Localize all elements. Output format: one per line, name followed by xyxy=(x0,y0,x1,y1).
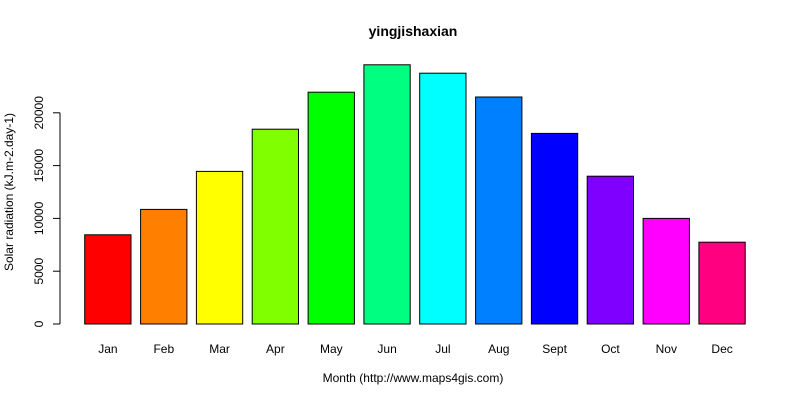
y-tick-label: 15000 xyxy=(32,149,46,183)
y-tick-label: 5000 xyxy=(32,258,46,285)
bar-aug xyxy=(475,96,523,325)
bar-jun xyxy=(363,64,411,325)
y-tick-label: 10000 xyxy=(32,201,46,235)
chart-title: yingjishaxian xyxy=(369,23,458,39)
y-axis-label: Solar radiation (kJ.m-2.day-1) xyxy=(2,113,16,271)
x-tick-label-jan: Jan xyxy=(98,342,117,356)
x-tick-label-mar: Mar xyxy=(209,342,230,356)
x-tick-label-may: May xyxy=(320,342,343,356)
bar-apr xyxy=(251,128,299,325)
y-axis: 0 5000 10000 15000 20000 xyxy=(32,96,61,327)
x-axis-label: Month (http://www.maps4gis.com) xyxy=(323,371,504,385)
x-tick-label-aug: Aug xyxy=(488,342,509,356)
x-tick-label-nov: Nov xyxy=(656,342,677,356)
x-tick-labels: Jan Feb Mar Apr May Jun Jul Aug Sept Oct Nov Dec xyxy=(98,342,733,356)
bar-jul xyxy=(419,72,467,325)
y-tick-label: 20000 xyxy=(32,96,46,130)
bar-feb xyxy=(140,208,188,325)
bar-oct xyxy=(586,175,635,325)
x-tick-label-sept: Sept xyxy=(542,342,567,356)
y-tick-label: 0 xyxy=(32,320,46,327)
x-tick-label-jun: Jun xyxy=(377,342,396,356)
bar-sept xyxy=(530,132,579,325)
x-tick-label-dec: Dec xyxy=(711,342,732,356)
bar-nov xyxy=(642,217,690,325)
bar-jan xyxy=(84,234,132,325)
bar-mar xyxy=(195,170,244,325)
x-tick-label-feb: Feb xyxy=(153,342,174,356)
x-tick-label-jul: Jul xyxy=(435,342,450,356)
x-tick-label-oct: Oct xyxy=(601,342,620,356)
x-tick-label-apr: Apr xyxy=(266,342,285,356)
bars-group xyxy=(84,64,746,325)
bar-may xyxy=(307,91,355,325)
bar-dec xyxy=(698,241,746,325)
